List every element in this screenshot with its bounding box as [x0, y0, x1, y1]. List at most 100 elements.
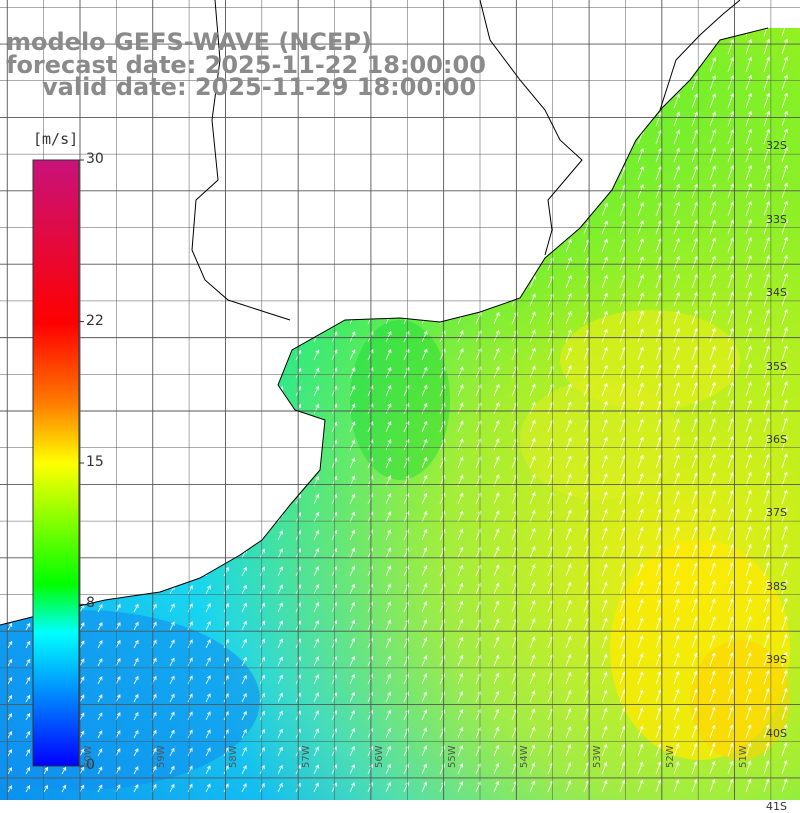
wind-arrow — [709, 688, 716, 703]
wind-arrow — [169, 603, 175, 613]
wind-arrow — [781, 28, 789, 37]
wind-arrow — [709, 580, 716, 595]
wind-arrow — [187, 675, 193, 685]
wind-arrow — [457, 438, 464, 451]
wind-arrow — [493, 726, 500, 739]
wind-arrow — [241, 602, 247, 613]
wind-arrow — [223, 602, 229, 613]
wind-arrow — [601, 779, 608, 793]
wind-arrow — [421, 492, 428, 505]
river-border — [191, 0, 291, 321]
wind-arrow — [619, 743, 626, 757]
wind-arrow — [691, 237, 698, 253]
wind-arrow — [169, 639, 175, 649]
wind-arrow — [349, 547, 356, 559]
wind-arrow — [475, 708, 482, 721]
wind-arrow — [637, 292, 644, 307]
wind-arrow — [421, 601, 428, 613]
wind-arrow — [781, 399, 788, 415]
wind-arrow — [403, 565, 410, 577]
wind-arrow — [43, 766, 49, 775]
wind-arrow — [493, 780, 500, 793]
wind-arrow — [529, 726, 536, 739]
wind-arrow — [169, 657, 175, 667]
wind-arrow — [25, 676, 31, 685]
wind-arrow — [79, 676, 85, 685]
wind-arrow — [637, 202, 644, 217]
wind-arrow — [619, 508, 626, 523]
wind-arrow — [565, 383, 572, 397]
wind-arrow — [133, 675, 139, 685]
wind-arrow — [637, 779, 644, 793]
wind-arrow — [781, 687, 788, 703]
wind-arrow — [709, 598, 716, 613]
wind-arrow — [565, 509, 572, 523]
wind-arrow — [655, 256, 662, 271]
wind-arrow — [673, 616, 680, 631]
wind-arrow — [619, 671, 626, 685]
wind-arrow — [709, 255, 716, 271]
wind-arrow — [241, 584, 247, 595]
wind-arrow — [277, 674, 283, 685]
wind-arrow — [727, 381, 734, 397]
wind-arrow — [475, 744, 482, 757]
wind-arrow — [115, 657, 121, 667]
wind-arrow — [781, 110, 788, 127]
forecast-date: forecast date: 2025-11-22 18:00:00 — [6, 51, 486, 79]
wind-arrow — [25, 766, 31, 775]
wind-arrow — [691, 165, 698, 181]
wind-arrow — [565, 365, 572, 379]
wind-arrow — [403, 709, 410, 721]
wind-arrow — [493, 582, 500, 595]
wind-arrow — [637, 238, 644, 253]
wind-arrow — [727, 544, 734, 559]
wind-arrow — [673, 472, 680, 487]
wind-arrow — [97, 694, 103, 703]
wind-arrow — [493, 419, 500, 433]
wind-arrow — [781, 579, 788, 595]
wind-arrow — [745, 489, 752, 505]
wind-arrow — [763, 38, 771, 55]
wind-arrow — [691, 634, 698, 649]
wind-arrow — [277, 728, 283, 739]
wind-arrow — [313, 367, 320, 379]
wind-arrow — [727, 580, 734, 595]
wind-arrow — [565, 437, 572, 451]
wind-arrow — [781, 615, 788, 631]
wind-arrow — [349, 331, 356, 343]
wind-arrow — [763, 543, 770, 559]
wind-arrow — [529, 383, 536, 397]
wind-arrow — [727, 237, 734, 253]
wind-arrow — [781, 327, 788, 343]
wind-arrow — [349, 511, 356, 523]
wind-arrow — [529, 780, 536, 793]
wind-arrow — [457, 654, 464, 667]
wind-arrow — [493, 744, 500, 757]
wind-arrow — [619, 725, 626, 739]
wind-arrow — [493, 600, 500, 613]
wind-arrow — [709, 562, 716, 577]
wind-arrow — [745, 146, 752, 163]
wind-arrow — [403, 547, 410, 559]
wind-arrow — [313, 692, 319, 703]
wind-arrow — [403, 655, 410, 667]
wind-arrow — [385, 438, 392, 451]
colorbar — [32, 159, 80, 767]
wind-arrow — [223, 638, 229, 649]
wind-arrow — [709, 363, 716, 379]
wind-arrow — [421, 510, 428, 523]
wind-arrow — [691, 363, 698, 379]
wind-arrow — [313, 710, 319, 721]
wind-arrow — [637, 400, 644, 415]
wind-arrow — [619, 653, 626, 667]
wind-arrow — [637, 508, 644, 523]
wind-arrow — [637, 707, 644, 721]
wind-arrow — [781, 471, 788, 487]
wind-arrow — [709, 616, 716, 631]
wind-arrow — [781, 308, 788, 325]
wind-arrow — [655, 328, 662, 343]
wind-arrow — [601, 761, 608, 775]
wind-arrow — [25, 730, 31, 739]
wind-arrow — [421, 348, 428, 361]
wind-arrow — [727, 74, 735, 91]
